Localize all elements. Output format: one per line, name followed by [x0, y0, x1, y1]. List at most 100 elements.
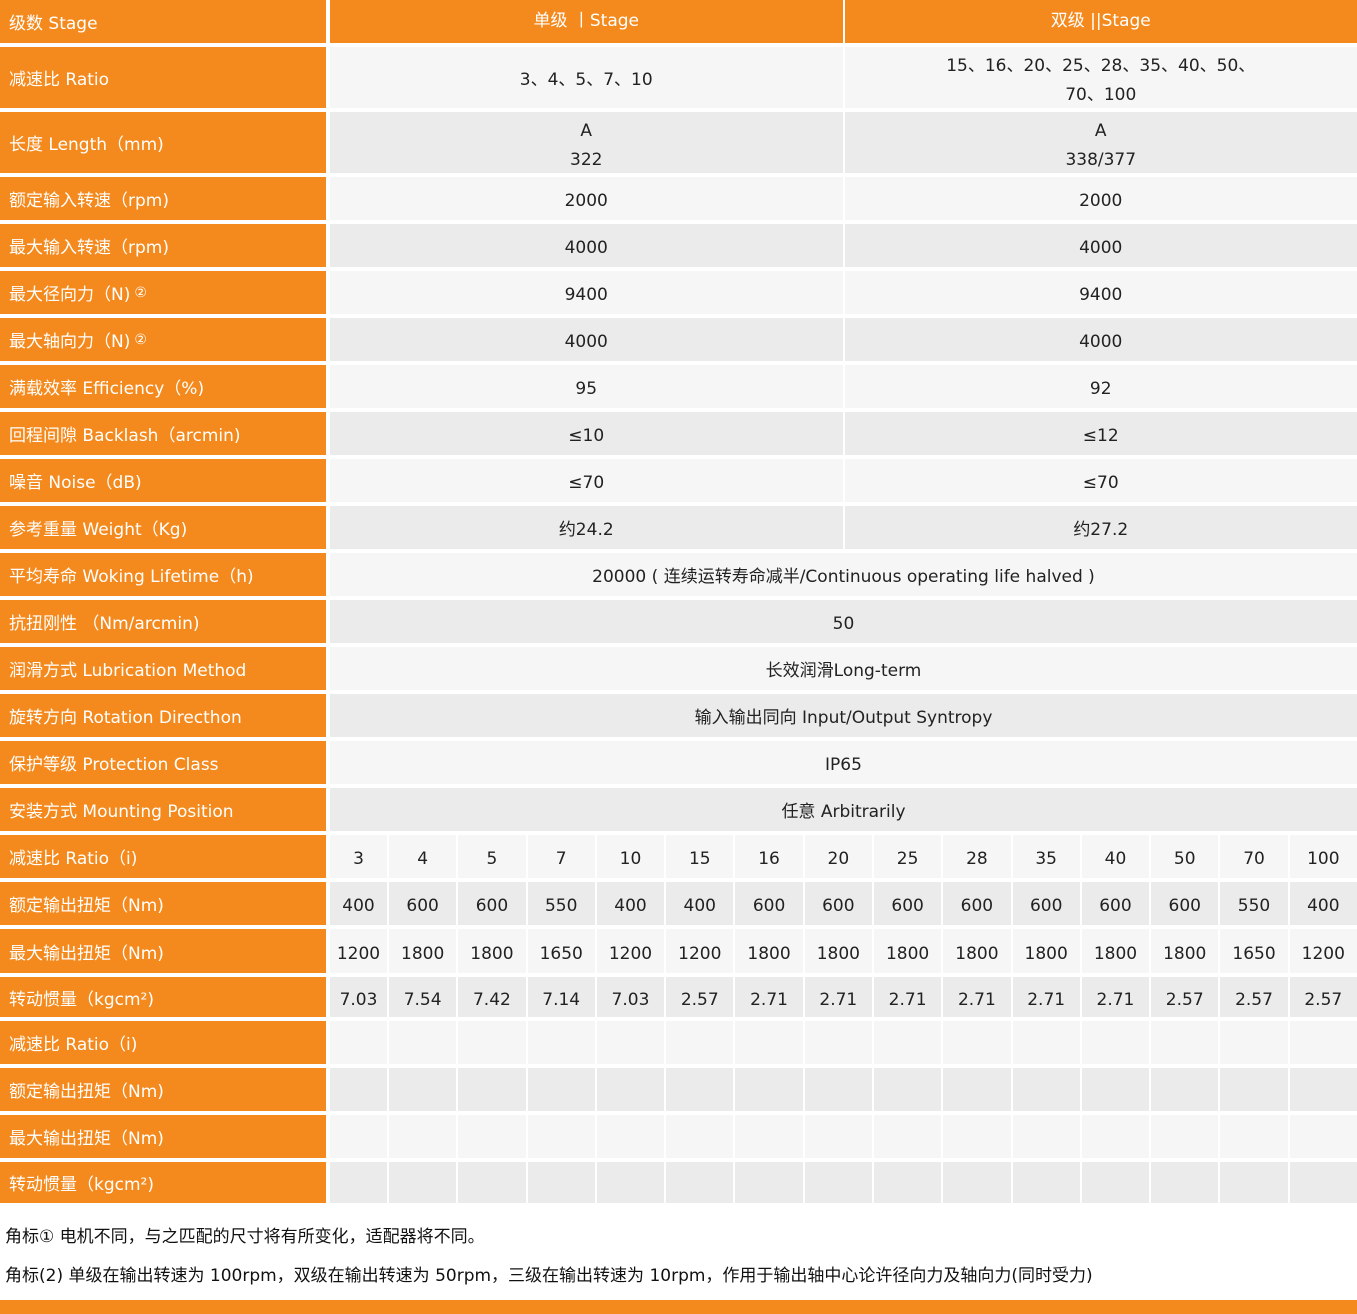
ratio-grid-row: 最大输出扭矩（Nm) 1200 1800 1800 1650 1200 1200 1800 18…: [0, 929, 1357, 973]
row-label-text: 额定输入转速（rpm): [9, 191, 169, 211]
spec-row: 最大输入转速（rpm) 4000 4000: [0, 224, 1357, 267]
row-values: A 322 A 338/377: [330, 112, 1357, 173]
value-cell: [1289, 1021, 1357, 1064]
value-cell: 400: [666, 882, 734, 925]
spec-row: 减速比 Ratio 3、4、5、7、10 15、16、20、25、28、35、40、…: [0, 47, 1357, 108]
ratio-grid-row: 最大输出扭矩（Nm): [0, 1115, 1357, 1158]
value-cell: 1200: [596, 929, 665, 973]
row-label: 噪音 Noise（dB): [0, 459, 326, 502]
value-cell: [330, 1162, 387, 1203]
row-label-text: 长度 Length（mm): [9, 135, 164, 155]
value-cell: 3: [330, 835, 387, 878]
value-cell: 1200: [666, 929, 734, 973]
value-cell: 92: [844, 365, 1357, 408]
value-text: 长效润滑Long-term: [765, 661, 922, 681]
value-cell: 2.71: [804, 977, 872, 1017]
value-cell: 600: [389, 882, 457, 925]
row-values: 4000 4000: [330, 318, 1357, 361]
spec-row: 回程间隙 Backlash（arcmin) ≤10 ≤12: [0, 412, 1357, 455]
value-text: ≤10: [568, 426, 605, 446]
spec-row: 参考重量 Weight（Kg) 约24.2 约27.2: [0, 506, 1357, 549]
row-label: 长度 Length（mm): [0, 112, 326, 173]
value-cell: [1081, 1115, 1150, 1158]
row-values: 9400 9400: [330, 271, 1357, 314]
value-text: 92: [1089, 379, 1112, 399]
value-cell: [1081, 1068, 1150, 1111]
value-cell: 400: [330, 882, 387, 925]
value-cell: [1081, 1021, 1150, 1064]
value-text: 4000: [1079, 238, 1123, 258]
value-cell: [1220, 1162, 1288, 1203]
value-cell: 9400: [330, 271, 843, 314]
value-cell: [804, 1162, 872, 1203]
value-cell: [1289, 1068, 1357, 1111]
row-label: 抗扭刚性 （Nm/arcmin): [0, 600, 326, 643]
value-cell: 4000: [844, 318, 1357, 361]
value-text: 任意 Arbitrarily: [781, 802, 906, 822]
row-label-text: 润滑方式 Lubrication Method: [9, 661, 247, 681]
spec-row: 额定输入转速（rpm) 2000 2000: [0, 177, 1357, 220]
value-cell: [735, 1021, 803, 1064]
spec-row: 平均寿命 Woking Lifetime（h) 20000 ( 连续运转寿命减半/…: [0, 553, 1357, 596]
row-label: 最大输出扭矩（Nm): [0, 1115, 326, 1158]
row-values: 1200 1800 1800 1650 1200 1200 1800 1800 1800 1800…: [330, 929, 1357, 973]
value-text: 2000: [1079, 191, 1123, 211]
value-cell: [527, 1068, 595, 1111]
value-cell: 550: [527, 882, 595, 925]
value-cell: 2.71: [1012, 977, 1080, 1017]
row-values: ≤70 ≤70: [330, 459, 1357, 502]
value-cell: 2.57: [1220, 977, 1288, 1017]
row-values: 约24.2 约27.2: [330, 506, 1357, 549]
row-label-text: 噪音 Noise（dB): [9, 473, 142, 493]
value-cell: 1800: [389, 929, 457, 973]
footnote-2: 角标(2) 单级在输出转速为 100rpm，双级在输出转速为 50rpm，三级在…: [5, 1266, 1093, 1286]
row-values: 50: [330, 600, 1357, 643]
row-values: 3、4、5、7、10 15、16、20、25、28、35、40、50、 70、100: [330, 47, 1357, 108]
value-cell: 35: [1012, 835, 1080, 878]
value-cell: A 338/377: [844, 112, 1357, 173]
value-text: ≤70: [568, 473, 605, 493]
value-cell: 约27.2: [844, 506, 1357, 549]
value-cell: 7.14: [527, 977, 595, 1017]
value-cell: 20: [804, 835, 872, 878]
value-cell: 5: [458, 835, 526, 878]
row-values: [330, 1162, 1357, 1203]
value-cell: 1650: [527, 929, 595, 973]
row-label-text: 最大径向力（N): [9, 285, 131, 305]
value-cell: [1081, 1162, 1150, 1203]
value-cell: [458, 1021, 526, 1064]
value-cell: 10: [596, 835, 665, 878]
value-cell: [1012, 1021, 1080, 1064]
value-text: ≤12: [1082, 426, 1119, 446]
row-label-text: 最大输入转速（rpm): [9, 238, 169, 258]
value-cell: 4000: [330, 318, 843, 361]
value-cell: 25: [873, 835, 942, 878]
value-cell: 16: [735, 835, 803, 878]
value-text: 338/377: [1065, 149, 1137, 170]
value-cell: 15: [666, 835, 734, 878]
ratio-grid-row: 转动惯量（kgcm²) 7.03 7.54 7.42 7.14 7.03 2.57 2.71 2…: [0, 977, 1357, 1017]
row-label-text: 参考重量 Weight（Kg): [9, 520, 188, 540]
spec-row: 最大径向力（N) ② 9400 9400: [0, 271, 1357, 314]
value-cell: [389, 1021, 457, 1064]
row-label: 减速比 Ratio: [0, 47, 326, 108]
row-label: 最大轴向力（N) ②: [0, 318, 326, 361]
row-values: 输入输出同向 Input/Output Syntropy: [330, 694, 1357, 737]
value-cell: ≤10: [330, 412, 843, 455]
value-cell: 1800: [735, 929, 803, 973]
row-values: 95 92: [330, 365, 1357, 408]
value-cell: ≤70: [844, 459, 1357, 502]
row-label: 额定输出扭矩（Nm): [0, 1068, 326, 1111]
row-label-text: 平均寿命 Woking Lifetime（h): [9, 567, 254, 587]
value-cell: [389, 1068, 457, 1111]
value-cell: [389, 1115, 457, 1158]
spec-row: 满载效率 Efficiency（%) 95 92: [0, 365, 1357, 408]
spec-row: 噪音 Noise（dB) ≤70 ≤70: [0, 459, 1357, 502]
value-cell: 2.71: [735, 977, 803, 1017]
row-label: 转动惯量（kgcm²): [0, 1162, 326, 1203]
value-cell: 50: [1151, 835, 1219, 878]
value-cell: 2.57: [666, 977, 734, 1017]
value-cell: [873, 1115, 942, 1158]
value-cell: ≤70: [330, 459, 843, 502]
value-text: 2000: [564, 191, 608, 211]
